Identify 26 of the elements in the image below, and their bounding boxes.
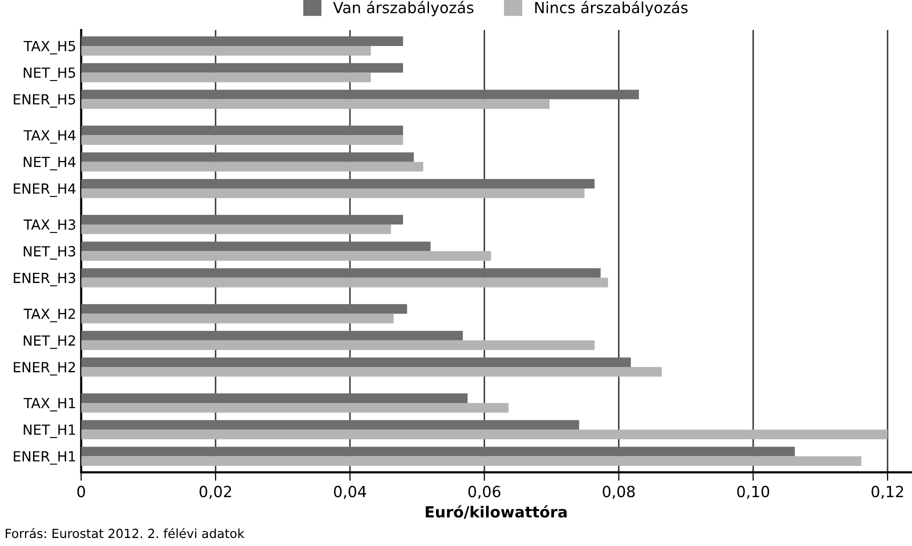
y-tick-label: NET_H5 [24, 68, 76, 82]
x-tick-label: 0,08 [602, 486, 635, 499]
y-tick-label: NET_H4 [24, 156, 76, 170]
x-tick-label: 0,02 [200, 486, 232, 499]
x-tick-label: 0,10 [737, 486, 770, 499]
y-tick-label: TAX_H3 [24, 219, 76, 233]
y-tick-label: TAX_H4 [24, 130, 76, 144]
x-tick-label: 0 [77, 486, 86, 498]
y-tick-label: NET_H3 [24, 246, 76, 260]
x-tick-label: 0,04 [334, 486, 366, 499]
x-axis-title: Euró/kilowattóra [426, 505, 567, 519]
legend-label: Van árszabályozás [333, 0, 474, 16]
y-tick-label: TAX_H5 [24, 40, 76, 54]
y-tick-label: ENER_H4 [14, 184, 76, 197]
y-tick-label: ENER_H1 [14, 451, 76, 465]
y-tick-label: TAX_H1 [24, 398, 76, 412]
x-tick-label: 0,12 [872, 486, 904, 499]
y-tick-label: TAX_H2 [24, 308, 75, 322]
text: Forrás: Eurostat 2012. 2. félévi adatok [6, 528, 244, 538]
legend-label: Nincs árszabályozás [535, 0, 688, 16]
y-tick-label: NET_H2 [24, 335, 75, 349]
y-tick-label: ENER_H3 [14, 272, 76, 286]
x-tick-label: 0,06 [468, 486, 500, 499]
y-tick-label: NET_H1 [24, 424, 76, 438]
y-tick-label: ENER_H2 [14, 362, 75, 376]
y-tick-label: ENER_H5 [14, 94, 76, 108]
